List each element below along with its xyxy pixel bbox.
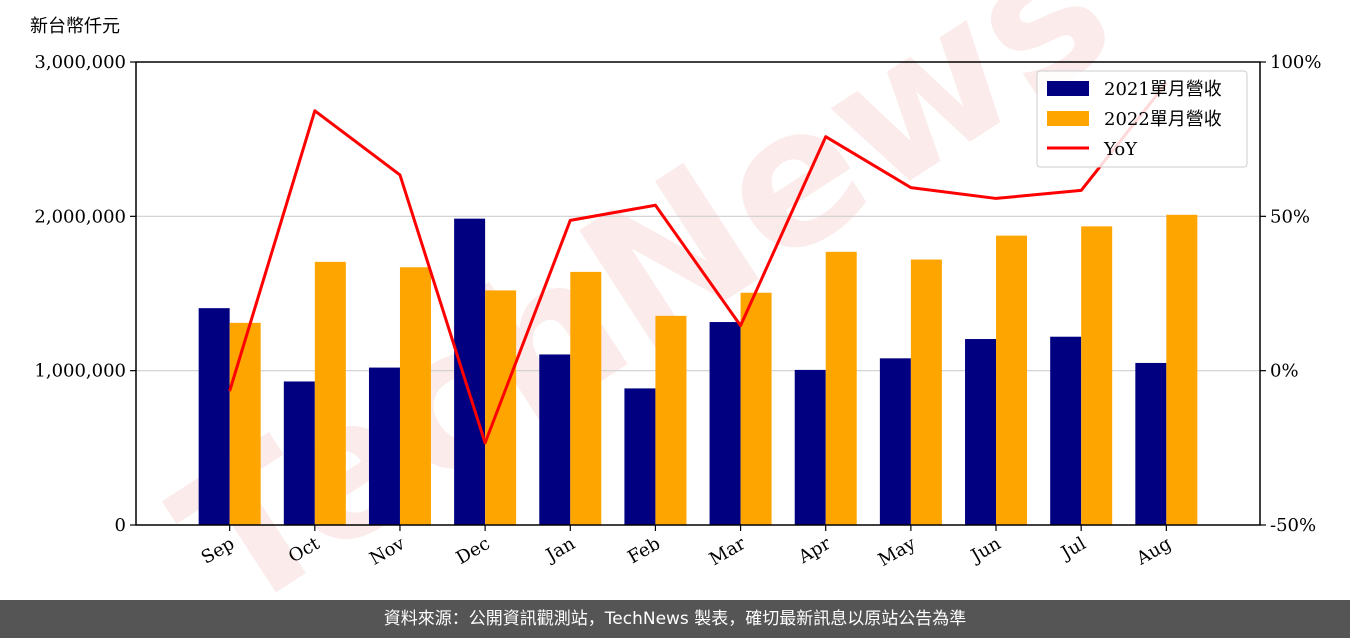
x-tick-label: Apr <box>794 533 834 568</box>
bar-2022 <box>485 290 517 525</box>
x-tick-label: Dec <box>453 533 494 569</box>
bar-2022 <box>570 271 602 525</box>
left-tick-label: 1,000,000 <box>34 361 126 382</box>
left-tick-label: 0 <box>115 515 126 536</box>
legend: 2021單月營收 2022單月營收 YoY <box>1036 70 1248 168</box>
x-tick-label: Jan <box>541 533 579 567</box>
bar-2022 <box>1081 226 1113 526</box>
bar-2022 <box>399 267 431 525</box>
bar-2021 <box>539 354 571 525</box>
bar-2022 <box>996 235 1028 525</box>
bar-2021 <box>283 381 315 525</box>
bar-2021 <box>709 322 741 525</box>
right-tick-label: -50% <box>1270 515 1316 536</box>
bar-2021 <box>965 339 997 525</box>
right-tick-label: 0% <box>1270 361 1299 382</box>
footer-source-note: 資料來源：公開資訊觀測站，TechNews 製表，確切最新訊息以原站公告為準 <box>0 600 1350 638</box>
bar-2021 <box>794 369 826 525</box>
plot-frame <box>135 61 1261 526</box>
legend-label: 2021單月營收 <box>1104 79 1222 100</box>
yoy-line <box>228 82 1168 445</box>
chart: TechNews 01,000,0002,000,0003,000,000-50… <box>30 0 1321 600</box>
legend-swatch <box>1047 111 1089 126</box>
legend-swatch <box>1047 81 1089 96</box>
left-tick-label: 3,000,000 <box>34 52 126 73</box>
right-tick-label: 50% <box>1270 206 1310 227</box>
bar-2022 <box>740 292 772 525</box>
bar-2022 <box>825 251 857 525</box>
bar-2022 <box>229 322 261 525</box>
bars <box>198 214 1198 526</box>
bar-2021 <box>879 358 911 525</box>
bar-2021 <box>198 308 230 525</box>
bar-2021 <box>1135 362 1167 525</box>
x-tick-label: Jun <box>966 533 1005 568</box>
bar-2021 <box>624 388 656 525</box>
bar-2022 <box>314 261 346 525</box>
x-tick-label: Feb <box>624 533 664 568</box>
x-tick-label: Aug <box>1132 533 1175 570</box>
bar-2021 <box>368 367 400 525</box>
bar-2021 <box>454 218 486 526</box>
x-tick-label: May <box>875 533 920 571</box>
yoy-line-group <box>228 82 1168 445</box>
bar-2022 <box>1166 214 1198 526</box>
legend-label: 2022單月營收 <box>1104 109 1222 130</box>
bar-2022 <box>655 315 687 525</box>
bar-2022 <box>910 259 942 525</box>
legend-label: YoY <box>1103 139 1138 160</box>
bar-2021 <box>1050 336 1082 525</box>
legend-box <box>1036 70 1248 168</box>
x-tick-label: Jul <box>1056 533 1090 565</box>
x-tick-label: Mar <box>706 533 750 570</box>
unit-label: 新台幣仟元 <box>30 16 120 37</box>
left-tick-label: 2,000,000 <box>34 206 126 227</box>
right-tick-label: 100% <box>1270 52 1321 73</box>
